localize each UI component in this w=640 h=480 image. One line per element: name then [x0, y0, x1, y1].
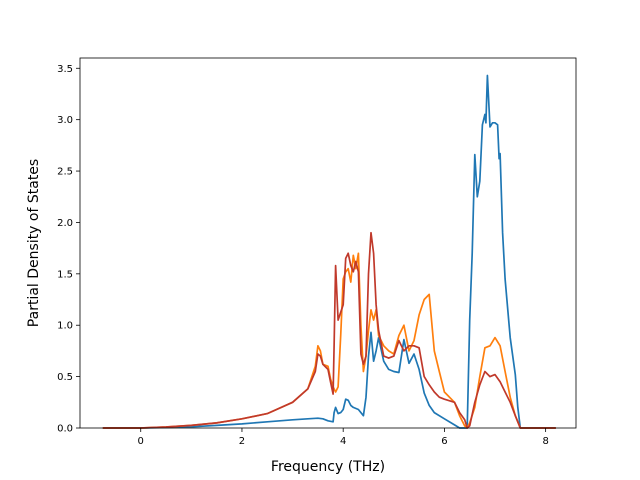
x-axis-ticks: 0 2 4 6 8 — [138, 428, 549, 447]
y-tick-label: 2.5 — [57, 167, 73, 178]
x-tick-label: 0 — [138, 436, 144, 447]
series-line-2 — [102, 252, 556, 429]
y-tick-label: 1.0 — [57, 321, 73, 332]
x-tick-label: 6 — [441, 436, 447, 447]
y-tick-label: 0.5 — [57, 372, 73, 383]
x-tick-label: 8 — [542, 436, 548, 447]
y-axis-ticks: 0.0 0.5 1.0 1.5 2.0 2.5 3.0 3.5 — [57, 64, 80, 435]
y-tick-label: 3.0 — [57, 115, 73, 126]
y-tick-label: 2.0 — [57, 218, 73, 229]
y-tick-label: 1.5 — [57, 269, 73, 280]
series-line-1 — [102, 74, 556, 429]
x-tick-label: 2 — [239, 436, 245, 447]
plot-frame — [79, 57, 577, 429]
x-tick-label: 4 — [340, 436, 346, 447]
series-line-3 — [102, 231, 556, 429]
y-axis-label: Partial Density of States — [26, 159, 42, 327]
series-lines — [102, 74, 556, 429]
x-axis-label: Frequency (THz) — [271, 459, 385, 475]
y-tick-label: 3.5 — [57, 64, 73, 75]
y-tick-label: 0.0 — [57, 424, 73, 435]
